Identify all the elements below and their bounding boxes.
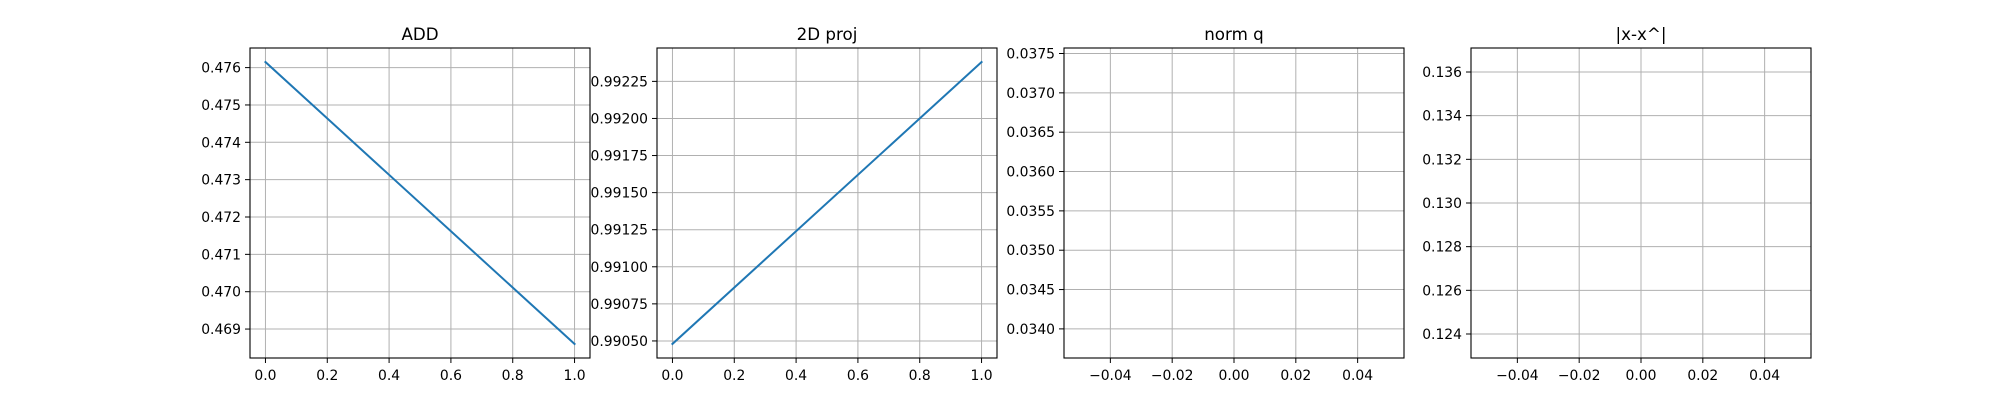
y-tick-label: 0.0350: [1006, 243, 1055, 259]
x-tick-label: 0.0: [661, 368, 683, 384]
x-tick-label: 0.2: [316, 368, 338, 384]
x-tick-label: 0.4: [785, 368, 807, 384]
x-tick-label: 0.00: [1626, 368, 1657, 384]
y-tick-label: 0.473: [201, 173, 241, 189]
subplot-abs-error: |x-x^| −0.04 −0.02 0.00 0.02 0.04 0.124 0.126 0…: [1422, 24, 1812, 384]
y-tick-label: 0.0370: [1006, 86, 1055, 102]
subplot-norm-q: norm q −0.04 −0.02 0.00 0.02 0.04 0.0340 0.034…: [1006, 24, 1405, 384]
y-tick-label: 0.128: [1422, 240, 1462, 256]
x-tick-label: 0.04: [1749, 368, 1780, 384]
y-tick-label: 0.99050: [591, 334, 648, 350]
x-tick-label: 0.00: [1219, 368, 1250, 384]
grid: [250, 48, 590, 358]
chart-title: norm q: [1204, 24, 1264, 44]
x-tick-label: 0.2: [723, 368, 745, 384]
x-tick-label: −0.04: [1496, 368, 1539, 384]
y-tick-label: 0.99225: [591, 74, 648, 90]
chart-title: |x-x^|: [1616, 24, 1667, 44]
y-tick-label: 0.475: [201, 98, 241, 114]
x-tick-label: 1.0: [563, 368, 585, 384]
y-tick-label: 0.474: [201, 135, 241, 151]
y-tick-label: 0.126: [1422, 283, 1462, 299]
x-tick-label: −0.02: [1558, 368, 1601, 384]
y-tick-label: 0.99175: [591, 149, 648, 165]
y-tick-label: 0.99075: [591, 297, 648, 313]
chart-title: 2D proj: [797, 24, 858, 44]
y-tick-label: 0.99150: [591, 186, 648, 202]
y-tick-label: 0.132: [1422, 152, 1462, 168]
y-tick-label: 0.0340: [1006, 322, 1055, 338]
x-tick-label: 0.6: [440, 368, 462, 384]
series-line: [264, 60, 576, 346]
y-tick-label: 0.124: [1422, 327, 1462, 343]
y-tick-label: 0.476: [201, 61, 241, 77]
grid: [1471, 48, 1811, 358]
y-tick-label: 0.0365: [1006, 125, 1055, 141]
axes-frame: [656, 47, 998, 359]
x-tick-label: 0.04: [1342, 368, 1373, 384]
series-line: [671, 60, 983, 346]
subplot-2d-proj: 2D proj 0.0 0.2 0.4 0.6 0.8 1.0 0.99050 0.99075…: [591, 24, 998, 384]
y-tick-label: 0.130: [1422, 196, 1462, 212]
y-tick-label: 0.469: [201, 322, 241, 338]
y-tick-label: 0.99200: [591, 111, 648, 127]
y-tick-label: 0.471: [201, 247, 241, 263]
y-tick-label: 0.470: [201, 285, 241, 301]
y-tick-label: 0.0375: [1006, 47, 1055, 63]
grid: [657, 48, 997, 358]
x-tick-label: 0.0: [254, 368, 276, 384]
y-tick-label: 0.472: [201, 210, 241, 226]
x-tick-label: 0.4: [378, 368, 400, 384]
x-tick-label: 1.0: [970, 368, 992, 384]
y-tick-label: 0.99125: [591, 223, 648, 239]
y-tick-label: 0.99100: [591, 260, 648, 276]
grid: [1064, 48, 1404, 358]
x-tick-label: 0.02: [1687, 368, 1718, 384]
y-tick-label: 0.136: [1422, 65, 1462, 81]
x-tick-label: −0.02: [1151, 368, 1194, 384]
y-tick-label: 0.0355: [1006, 204, 1055, 220]
y-tick-label: 0.0360: [1006, 165, 1055, 181]
x-tick-label: 0.02: [1280, 368, 1311, 384]
y-tick-label: 0.134: [1422, 109, 1462, 125]
chart-title: ADD: [401, 24, 438, 44]
axes-frame: [249, 47, 591, 359]
x-tick-label: −0.04: [1089, 368, 1132, 384]
y-tick-label: 0.0345: [1006, 283, 1055, 299]
x-tick-label: 0.8: [502, 368, 524, 384]
x-tick-label: 0.6: [847, 368, 869, 384]
x-tick-label: 0.8: [909, 368, 931, 384]
subplot-add: ADD 0.0 0.2 0.4 0.6 0.8 1.0 0.469 0.470 0.471 0.4…: [201, 24, 591, 384]
